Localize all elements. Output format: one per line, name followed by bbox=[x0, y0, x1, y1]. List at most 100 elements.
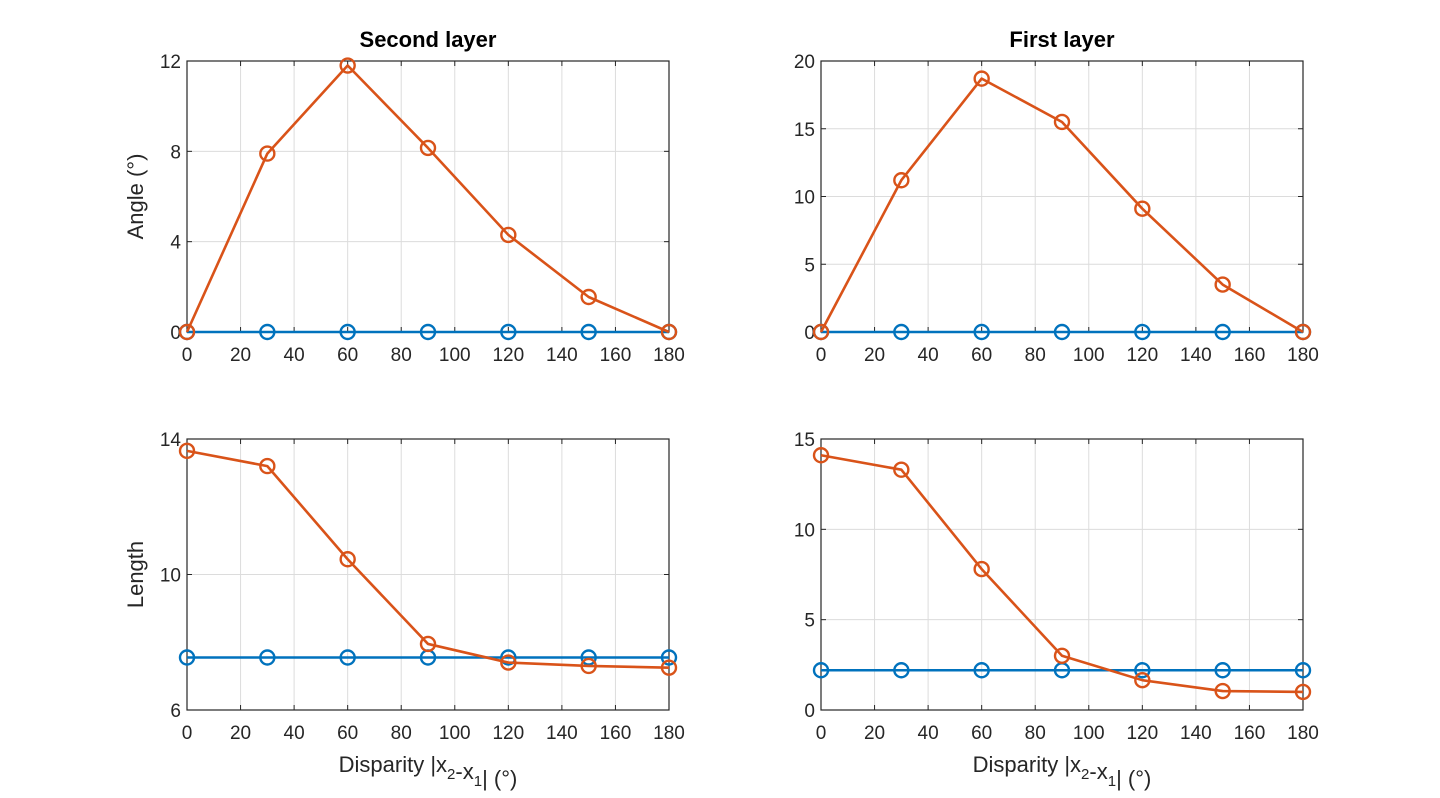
x-tick-label: 60 bbox=[337, 723, 358, 744]
data-point bbox=[973, 662, 990, 679]
data-point bbox=[893, 323, 910, 341]
data-point bbox=[893, 662, 910, 679]
data-point bbox=[1053, 323, 1071, 341]
x-tick-label: 0 bbox=[182, 723, 193, 744]
data-point bbox=[500, 654, 517, 671]
x-tick-label: 40 bbox=[918, 723, 939, 744]
y-tick-label: 10 bbox=[794, 520, 815, 541]
y-tick-label: 5 bbox=[804, 611, 815, 632]
subplot-title: Second layer bbox=[360, 27, 497, 52]
data-point bbox=[973, 560, 990, 578]
data-point bbox=[660, 323, 678, 341]
x-tick-label: 80 bbox=[391, 345, 412, 366]
y-tick-label: 12 bbox=[160, 52, 181, 73]
y-tick-label: 10 bbox=[794, 188, 815, 209]
y-tick-label: 6 bbox=[170, 701, 181, 722]
series-line-2 bbox=[186, 449, 670, 669]
data-point bbox=[580, 657, 597, 675]
x-tick-label: 20 bbox=[864, 723, 885, 744]
subplot-2: 0 20 40 60 80 100 120 140 160 180 0 5 10 15 20 First la… bbox=[794, 27, 1319, 366]
data-point bbox=[500, 323, 517, 341]
x-tick-label: 140 bbox=[546, 345, 578, 366]
data-point bbox=[1214, 323, 1231, 341]
x-tick-label: 80 bbox=[1025, 345, 1046, 366]
data-point bbox=[1053, 647, 1071, 664]
data-point bbox=[893, 461, 910, 478]
x-tick-label: 140 bbox=[1180, 345, 1212, 366]
data-point bbox=[419, 323, 437, 341]
data-point bbox=[259, 457, 276, 475]
y-tick-label: 20 bbox=[794, 52, 815, 73]
y-tick-label: 4 bbox=[170, 233, 181, 254]
x-tick-label: 120 bbox=[1126, 345, 1158, 366]
x-tick-label: 160 bbox=[1234, 723, 1266, 744]
x-tick-label: 80 bbox=[391, 723, 412, 744]
x-tick-label: 20 bbox=[230, 723, 251, 744]
data-point bbox=[500, 649, 517, 666]
x-axis-label: Disparity |x2-x1| (°) bbox=[973, 752, 1152, 791]
data-point bbox=[1294, 323, 1312, 341]
x-tick-label: 120 bbox=[1126, 723, 1158, 744]
series-line-2 bbox=[819, 77, 1304, 334]
data-point bbox=[500, 226, 517, 244]
y-tick-label: 10 bbox=[160, 566, 181, 587]
x-tick-label: 100 bbox=[439, 345, 471, 366]
x-tick-label: 100 bbox=[1073, 345, 1105, 366]
data-point bbox=[1214, 662, 1231, 679]
axes-box bbox=[820, 438, 1304, 711]
data-point bbox=[259, 323, 276, 341]
series-line-2 bbox=[820, 453, 1304, 694]
data-point bbox=[178, 442, 196, 460]
x-tick-label: 180 bbox=[653, 345, 685, 366]
x-tick-label: 180 bbox=[653, 723, 685, 744]
data-point bbox=[339, 57, 356, 74]
x-tick-label: 40 bbox=[918, 345, 939, 366]
x-tick-label: 160 bbox=[600, 345, 632, 366]
data-point bbox=[1134, 200, 1151, 217]
data-point bbox=[178, 649, 196, 666]
y-tick-label: 14 bbox=[160, 430, 182, 451]
data-point bbox=[1214, 682, 1231, 700]
y-axis-label: Length bbox=[123, 541, 148, 608]
x-tick-label: 120 bbox=[492, 345, 524, 366]
data-point bbox=[339, 323, 356, 341]
x-tick-label: 60 bbox=[337, 345, 358, 366]
x-tick-label: 160 bbox=[600, 723, 632, 744]
y-tick-label: 0 bbox=[804, 701, 815, 722]
data-point bbox=[1134, 662, 1151, 679]
subplot-title: First layer bbox=[1009, 27, 1115, 52]
subplot-1: 0 20 40 60 80 100 120 140 160 180 0 4 8 12 Second laye… bbox=[123, 27, 685, 366]
data-point bbox=[660, 649, 678, 666]
data-point bbox=[178, 323, 196, 341]
data-point bbox=[580, 323, 597, 341]
data-point bbox=[1134, 323, 1151, 341]
data-point bbox=[1294, 683, 1312, 701]
x-tick-label: 20 bbox=[864, 345, 885, 366]
y-tick-label: 15 bbox=[794, 120, 815, 141]
data-point bbox=[973, 70, 990, 87]
subplot-4: 0 20 40 60 80 100 120 140 160 180 0 5 10 15 Disparity … bbox=[794, 430, 1319, 791]
y-tick-label: 8 bbox=[170, 142, 181, 163]
x-tick-label: 180 bbox=[1287, 723, 1319, 744]
data-point bbox=[1053, 113, 1071, 131]
x-tick-label: 100 bbox=[1073, 723, 1105, 744]
x-tick-label: 140 bbox=[1180, 723, 1212, 744]
subplot-3: 0 20 40 60 80 100 120 140 160 180 6 10 14 Length Dispa… bbox=[123, 430, 685, 791]
y-axis-label: Angle (°) bbox=[123, 154, 148, 240]
x-tick-label: 20 bbox=[230, 345, 251, 366]
series-line-2 bbox=[185, 64, 670, 334]
x-tick-label: 0 bbox=[816, 345, 827, 366]
data-point bbox=[1134, 671, 1151, 689]
x-tick-label: 40 bbox=[284, 345, 305, 366]
axes-box bbox=[186, 60, 670, 333]
x-tick-label: 160 bbox=[1234, 345, 1266, 366]
data-point bbox=[339, 551, 356, 568]
data-point bbox=[812, 447, 830, 464]
data-point bbox=[812, 662, 830, 679]
x-tick-label: 40 bbox=[284, 723, 305, 744]
x-tick-label: 60 bbox=[971, 345, 992, 366]
x-axis-label: Disparity |x2-x1| (°) bbox=[339, 752, 518, 791]
x-tick-label: 120 bbox=[492, 723, 524, 744]
y-tick-label: 5 bbox=[804, 255, 815, 276]
